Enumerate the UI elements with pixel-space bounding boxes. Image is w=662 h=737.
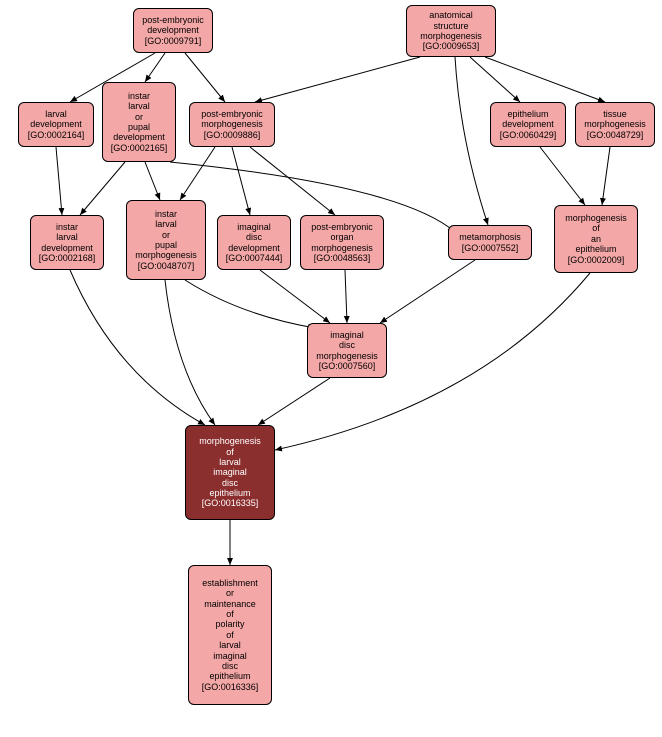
go-term-node[interactable]: tissue morphogenesis [GO:0048729] <box>575 102 655 147</box>
edge <box>56 147 62 215</box>
edge <box>345 270 347 323</box>
edge <box>165 280 215 425</box>
go-term-node[interactable]: anatomical structure morphogenesis [GO:0… <box>406 5 496 57</box>
edge <box>145 53 165 82</box>
go-term-node[interactable]: metamorphosis [GO:0007552] <box>448 225 532 260</box>
edge <box>185 280 315 328</box>
edge <box>185 53 225 102</box>
go-term-node[interactable]: post-embryonic development [GO:0009791] <box>133 8 213 53</box>
edge <box>380 260 475 323</box>
go-term-node[interactable]: post-embryonic organ morphogenesis [GO:0… <box>300 215 384 270</box>
edge <box>602 147 610 205</box>
edge <box>470 57 520 102</box>
edge <box>232 147 250 215</box>
edge <box>485 57 605 102</box>
edge <box>540 147 585 205</box>
go-term-node[interactable]: imaginal disc morphogenesis [GO:0007560] <box>307 323 387 378</box>
go-term-node[interactable]: post-embryonic morphogenesis [GO:0009886… <box>189 102 275 147</box>
go-term-node[interactable]: instar larval or pupal development [GO:0… <box>102 82 176 162</box>
edge <box>70 270 205 425</box>
edge <box>180 147 215 200</box>
go-term-node[interactable]: morphogenesis of larval imaginal disc ep… <box>185 425 275 520</box>
edge <box>250 147 335 215</box>
go-term-node[interactable]: instar larval or pupal morphogenesis [GO… <box>126 200 206 280</box>
edge <box>260 270 330 323</box>
go-term-node[interactable]: instar larval development [GO:0002168] <box>30 215 104 270</box>
edge <box>80 162 125 215</box>
go-term-node[interactable]: establishment or maintenance of polarity… <box>188 565 272 705</box>
go-term-node[interactable]: morphogenesis of an epithelium [GO:00020… <box>554 205 638 273</box>
edge <box>455 57 488 225</box>
edge <box>145 162 160 200</box>
edge <box>255 57 420 102</box>
go-term-node[interactable]: epithelium development [GO:0060429] <box>490 102 566 147</box>
go-term-node[interactable]: imaginal disc development [GO:0007444] <box>217 215 291 270</box>
edge <box>258 378 330 425</box>
go-term-node[interactable]: larval development [GO:0002164] <box>18 102 94 147</box>
